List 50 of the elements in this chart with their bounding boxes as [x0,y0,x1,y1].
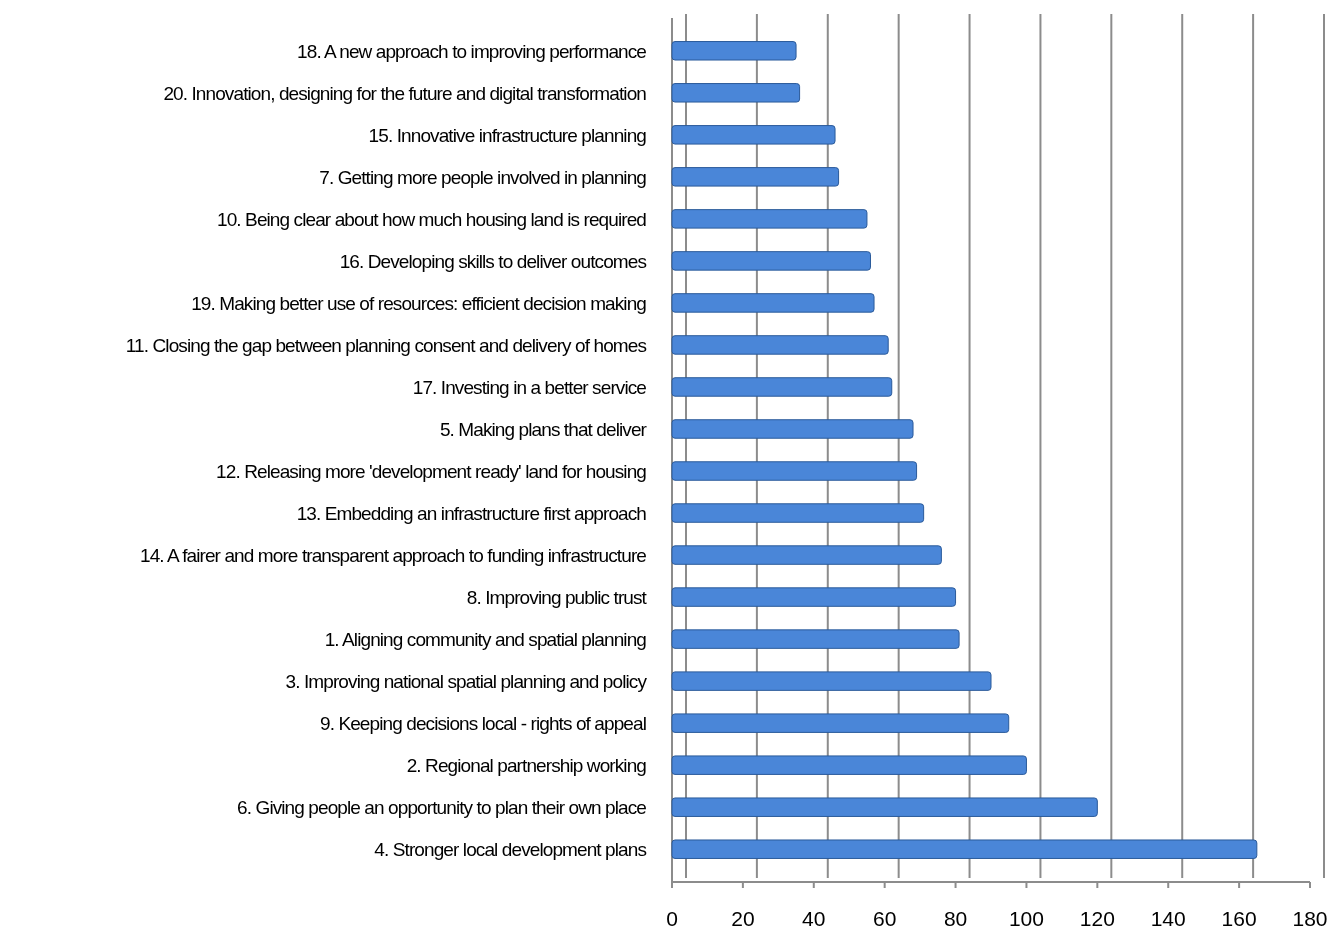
x-tick-label: 140 [1150,907,1186,930]
y-tick-label: 16. Developing skills to deliver outcomes [339,250,647,272]
y-tick-label: 19. Making better use of resources: efficient decision making [191,292,647,314]
y-tick-label: 3. Improving national spatial planning and policy [285,671,648,693]
y-tick-label: 5. Making plans that deliver [439,418,648,440]
bar [671,629,960,649]
x-tick-label: 20 [731,907,755,930]
bar [671,755,1027,775]
bar [671,125,836,145]
x-tick-label: 100 [1008,907,1044,930]
x-tick-label: 180 [1292,907,1328,930]
x-tick-label: 160 [1221,907,1257,930]
x-tick-label: 40 [802,907,826,930]
y-tick-label: 15. Innovative infrastructure planning [368,124,647,146]
y-tick-label: 11. Closing the gap between planning consent and delivery of homes [125,334,647,356]
bar [671,41,797,61]
bar [671,839,1258,859]
y-tick-label: 14. A fairer and more transparent approach to funding infrastructure [140,545,647,567]
y-tick-label: 12. Releasing more 'development ready' land for housing [216,461,647,483]
bar [671,461,918,481]
y-tick-label: 6. Giving people an opportunity to plan their own place [237,797,647,819]
bar [671,587,957,607]
bar [671,545,942,565]
x-tick-label: 0 [666,907,678,930]
bar [671,209,868,229]
x-tick-label: 80 [943,907,968,930]
y-tick-label: 7. Getting more people involved in planning [319,166,647,188]
bar [671,419,914,439]
bar [671,167,840,187]
bar [671,713,1010,733]
x-tick-label: 60 [872,907,897,930]
y-tick-label: 1. Aligning community and spatial planning [324,629,647,651]
y-tick-label: 20. Innovation, designing for the future and digital transformation [163,82,647,104]
bar [671,83,801,103]
bar [671,671,992,691]
x-tick-label: 120 [1079,907,1115,930]
y-tick-label: 8. Improving public trust [466,587,648,609]
y-tick-label: 13. Embedding an infrastructure first approach [296,503,647,525]
bar [671,503,925,523]
y-tick-label: 9. Keeping decisions local - rights of appeal [319,713,646,735]
y-tick-label: 10. Being clear about how much housing land is required [217,208,647,230]
bar [671,377,893,397]
y-tick-label: 2. Regional partnership working [406,755,647,777]
y-tick-label: 4. Stronger local development plans [374,839,647,861]
bar [671,797,1098,817]
bar [671,335,889,355]
bar [671,251,871,271]
bar [671,293,875,313]
y-tick-label: 18. A new approach to improving performance [297,40,647,62]
y-tick-label: 17. Investing in a better service [412,376,647,398]
